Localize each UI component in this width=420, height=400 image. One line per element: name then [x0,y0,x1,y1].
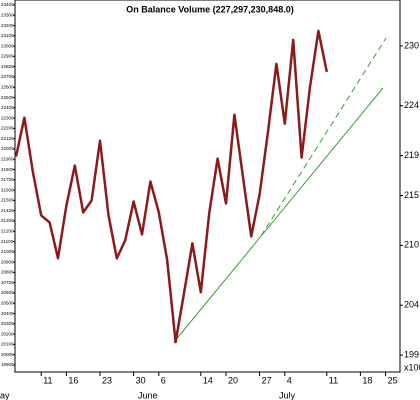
x-tick-label: 11 [43,375,52,385]
y2-tick-label: 23000 [1,43,14,48]
y2-tick-label: 23100 [1,33,14,38]
y2-tick-label: 20800 [1,270,14,275]
y-tick-label: 219 [404,150,419,160]
y2-tick-label: 23400 [1,2,14,7]
x-tick-label: 27 [262,375,272,385]
y2-tick-label: 20700 [1,280,14,285]
y2-tick-label: 20400 [1,311,14,316]
y2-tick-label: 20200 [1,331,14,336]
x-tick-label: 18 [362,375,372,385]
y-tick-label: 215 [404,190,419,200]
trend-line [173,87,384,343]
y2-tick-label: 22900 [1,54,14,59]
y2-tick-label: 23200 [1,23,14,28]
y-tick-label: 210 [404,240,419,250]
y-tick-label: 224 [404,100,419,110]
y2-tick-label: 20000 [1,352,14,357]
y2-tick-label: 22800 [1,64,14,69]
x-tick-label: 30 [136,375,146,385]
y2-tick-label: 21000 [1,249,14,254]
plot-frame [14,0,401,373]
x-tick-label: 25 [388,375,398,385]
y2-tick-label: 22300 [1,115,14,120]
y2-tick-label: 19900 [1,362,14,367]
month-label: July [279,390,296,400]
trend-line-dashed [260,37,387,237]
x-tick-label: 16 [68,375,78,385]
y-tick-label: 230 [404,40,419,50]
y2-tick-label: 20600 [1,290,14,295]
y2-tick-label: 21600 [1,187,14,192]
y-tick-label: 204 [404,300,419,310]
y2-tick-label: 21300 [1,218,14,223]
x-tick-label: 4 [287,375,292,385]
y2-tick-label: 22200 [1,126,14,131]
y2-tick-label: 22600 [1,84,14,89]
month-label: June [138,390,158,400]
y2-tick-label: 20100 [1,342,14,347]
y2-tick-label: 21700 [1,177,14,182]
y2-tick-label: 23300 [1,12,14,17]
y2-tick-label: 20900 [1,259,14,264]
y2-tick-label: 22000 [1,146,14,151]
month-label: ay [0,390,10,400]
y2-tick-label: 21100 [1,239,14,244]
y2-tick-label: 22700 [1,74,14,79]
obv-line [14,29,329,344]
y2-tick-label: 22400 [1,105,14,110]
y2-tick-label: 22100 [1,136,14,141]
y2-tick-label: 22500 [1,95,14,100]
y-tick-label: 199 [404,349,419,359]
x-tick-label: 11 [329,375,338,385]
x-tick-label: 14 [203,375,213,385]
y2-tick-label: 21800 [1,167,14,172]
unit-label: x1000 [404,362,420,372]
y2-tick-label: 20300 [1,321,14,326]
x-tick-label: 20 [228,375,238,385]
chart-title: On Balance Volume (227,297,230,848.0) [126,4,293,14]
y2-tick-label: 20500 [1,300,14,305]
y2-tick-label: 21200 [1,228,14,233]
x-tick-label: 6 [161,375,166,385]
x-tick-label: 23 [102,375,112,385]
y2-tick-label: 21500 [1,198,14,203]
y2-tick-label: 21900 [1,156,14,161]
y2-tick-label: 21400 [1,208,14,213]
